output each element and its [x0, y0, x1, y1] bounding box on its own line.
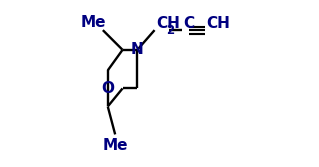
Text: Me: Me [102, 138, 128, 153]
Text: CH: CH [206, 16, 230, 31]
Text: CH: CH [156, 16, 180, 31]
Text: 2: 2 [166, 24, 174, 37]
Text: O: O [101, 81, 114, 96]
Text: C: C [183, 16, 195, 31]
Text: Me: Me [81, 15, 107, 30]
Text: N: N [131, 42, 144, 57]
